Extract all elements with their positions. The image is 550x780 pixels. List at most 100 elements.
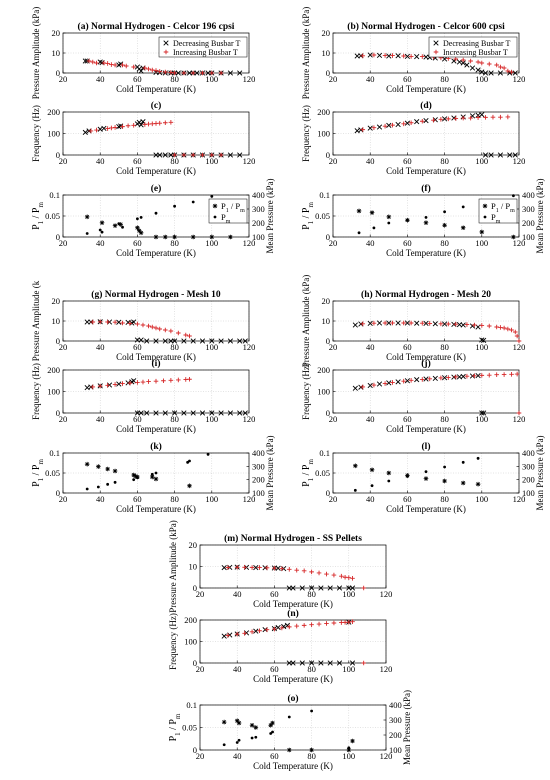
y-tick-label: 200 xyxy=(317,365,330,375)
y-tick-label: 0.05 xyxy=(315,468,330,478)
data-point xyxy=(136,217,139,221)
data-point xyxy=(367,125,373,131)
x-tick-label: 80 xyxy=(440,74,449,84)
x-tick-label: 20 xyxy=(329,414,338,424)
data-point xyxy=(200,152,205,158)
data-point xyxy=(138,230,144,236)
data-point xyxy=(327,585,333,591)
x-tick-label: 40 xyxy=(96,238,105,248)
data-point xyxy=(162,152,168,158)
data-point xyxy=(479,111,485,118)
data-point xyxy=(369,210,375,215)
data-point xyxy=(361,585,366,591)
data-point xyxy=(105,126,110,131)
data-point xyxy=(171,410,178,416)
data-point xyxy=(168,338,174,344)
panel-b: (b) Normal Hydrogen - Celcor 600 cpsi 20 4… xyxy=(301,7,525,100)
x-tick-label: 60 xyxy=(270,664,279,674)
y-tick-label: 100 xyxy=(184,637,197,647)
x-axis-label: Cold Temperature (K) xyxy=(253,761,333,771)
data-point xyxy=(350,576,355,581)
y-tick-label: 0 xyxy=(326,68,330,78)
data-point xyxy=(154,471,158,475)
data-point xyxy=(172,152,177,158)
y-tick-label: 0.1 xyxy=(319,448,330,458)
data-point xyxy=(419,54,425,59)
data-point xyxy=(509,327,514,333)
x-tick-label: 80 xyxy=(440,342,449,352)
data-point xyxy=(168,120,174,125)
data-point xyxy=(90,59,96,65)
data-point xyxy=(318,660,324,666)
data-point xyxy=(237,410,243,416)
data-point xyxy=(442,222,447,228)
data-point xyxy=(120,381,125,386)
data-point xyxy=(316,570,322,576)
data-point xyxy=(401,378,406,384)
x-tick-label: 60 xyxy=(133,238,142,248)
x-axis-label: Cold Temperature (K) xyxy=(116,248,196,258)
y-tick-label: 100 xyxy=(317,129,330,139)
data-point xyxy=(97,319,103,325)
data-point xyxy=(446,321,451,327)
data-point xyxy=(318,585,324,591)
y-tick-label: 0 xyxy=(56,408,60,418)
x-tick-label: 120 xyxy=(243,414,256,424)
data-point xyxy=(490,114,496,120)
data-point xyxy=(308,585,315,591)
y-tick-label: 0.05 xyxy=(182,723,197,733)
data-point xyxy=(286,585,292,591)
data-point xyxy=(460,225,466,231)
data-point xyxy=(199,338,206,344)
x-tick-label: 100 xyxy=(205,494,218,504)
panel-title: (o) xyxy=(287,693,298,704)
data-point xyxy=(183,332,189,338)
data-point xyxy=(309,747,314,753)
x-tick-label: 60 xyxy=(403,414,412,424)
x-tick-label: 40 xyxy=(366,156,375,166)
y2-tick-label: 100 xyxy=(522,488,535,498)
x-tick-label: 120 xyxy=(380,589,393,599)
data-point xyxy=(419,118,425,124)
data-point xyxy=(234,631,240,637)
data-point xyxy=(511,234,516,240)
data-point xyxy=(157,152,163,158)
data-point xyxy=(486,372,492,378)
data-point xyxy=(149,474,155,480)
data-point xyxy=(460,60,466,66)
x-tick-label: 60 xyxy=(403,342,412,352)
data-point xyxy=(419,377,425,382)
panel-title: (l) xyxy=(422,441,431,452)
data-point xyxy=(331,620,337,626)
legend-label: Pm xyxy=(491,212,501,225)
data-point xyxy=(486,323,492,329)
x-tick-label: 60 xyxy=(270,589,279,599)
y-axis-label: Pressure Amplitude (kPa) xyxy=(301,7,311,100)
data-point xyxy=(171,338,178,344)
y2-tick-label: 300 xyxy=(252,204,265,214)
data-point xyxy=(163,69,168,75)
data-point xyxy=(294,623,300,629)
data-point xyxy=(105,61,110,66)
data-point xyxy=(118,222,123,227)
panel-title: (d) xyxy=(420,100,432,111)
x-tick-label: 80 xyxy=(440,238,449,248)
x-axis-label: Cold Temperature (K) xyxy=(116,424,196,434)
x-axis-label: Cold Temperature (K) xyxy=(386,424,466,434)
data-point xyxy=(242,565,247,570)
data-point xyxy=(404,53,411,60)
data-point xyxy=(138,122,144,128)
y-tick-label: 10 xyxy=(322,316,331,326)
data-point xyxy=(228,234,233,240)
data-point xyxy=(376,124,383,130)
x-tick-label: 20 xyxy=(329,238,338,248)
data-point xyxy=(162,338,168,344)
data-point xyxy=(512,70,518,76)
y-tick-label: 10 xyxy=(322,48,331,58)
legend-box xyxy=(478,198,518,224)
x-tick-label: 60 xyxy=(133,494,142,504)
x-axis-label: Cold Temperature (K) xyxy=(116,504,196,514)
data-point xyxy=(382,53,388,58)
x-tick-label: 40 xyxy=(233,751,242,761)
